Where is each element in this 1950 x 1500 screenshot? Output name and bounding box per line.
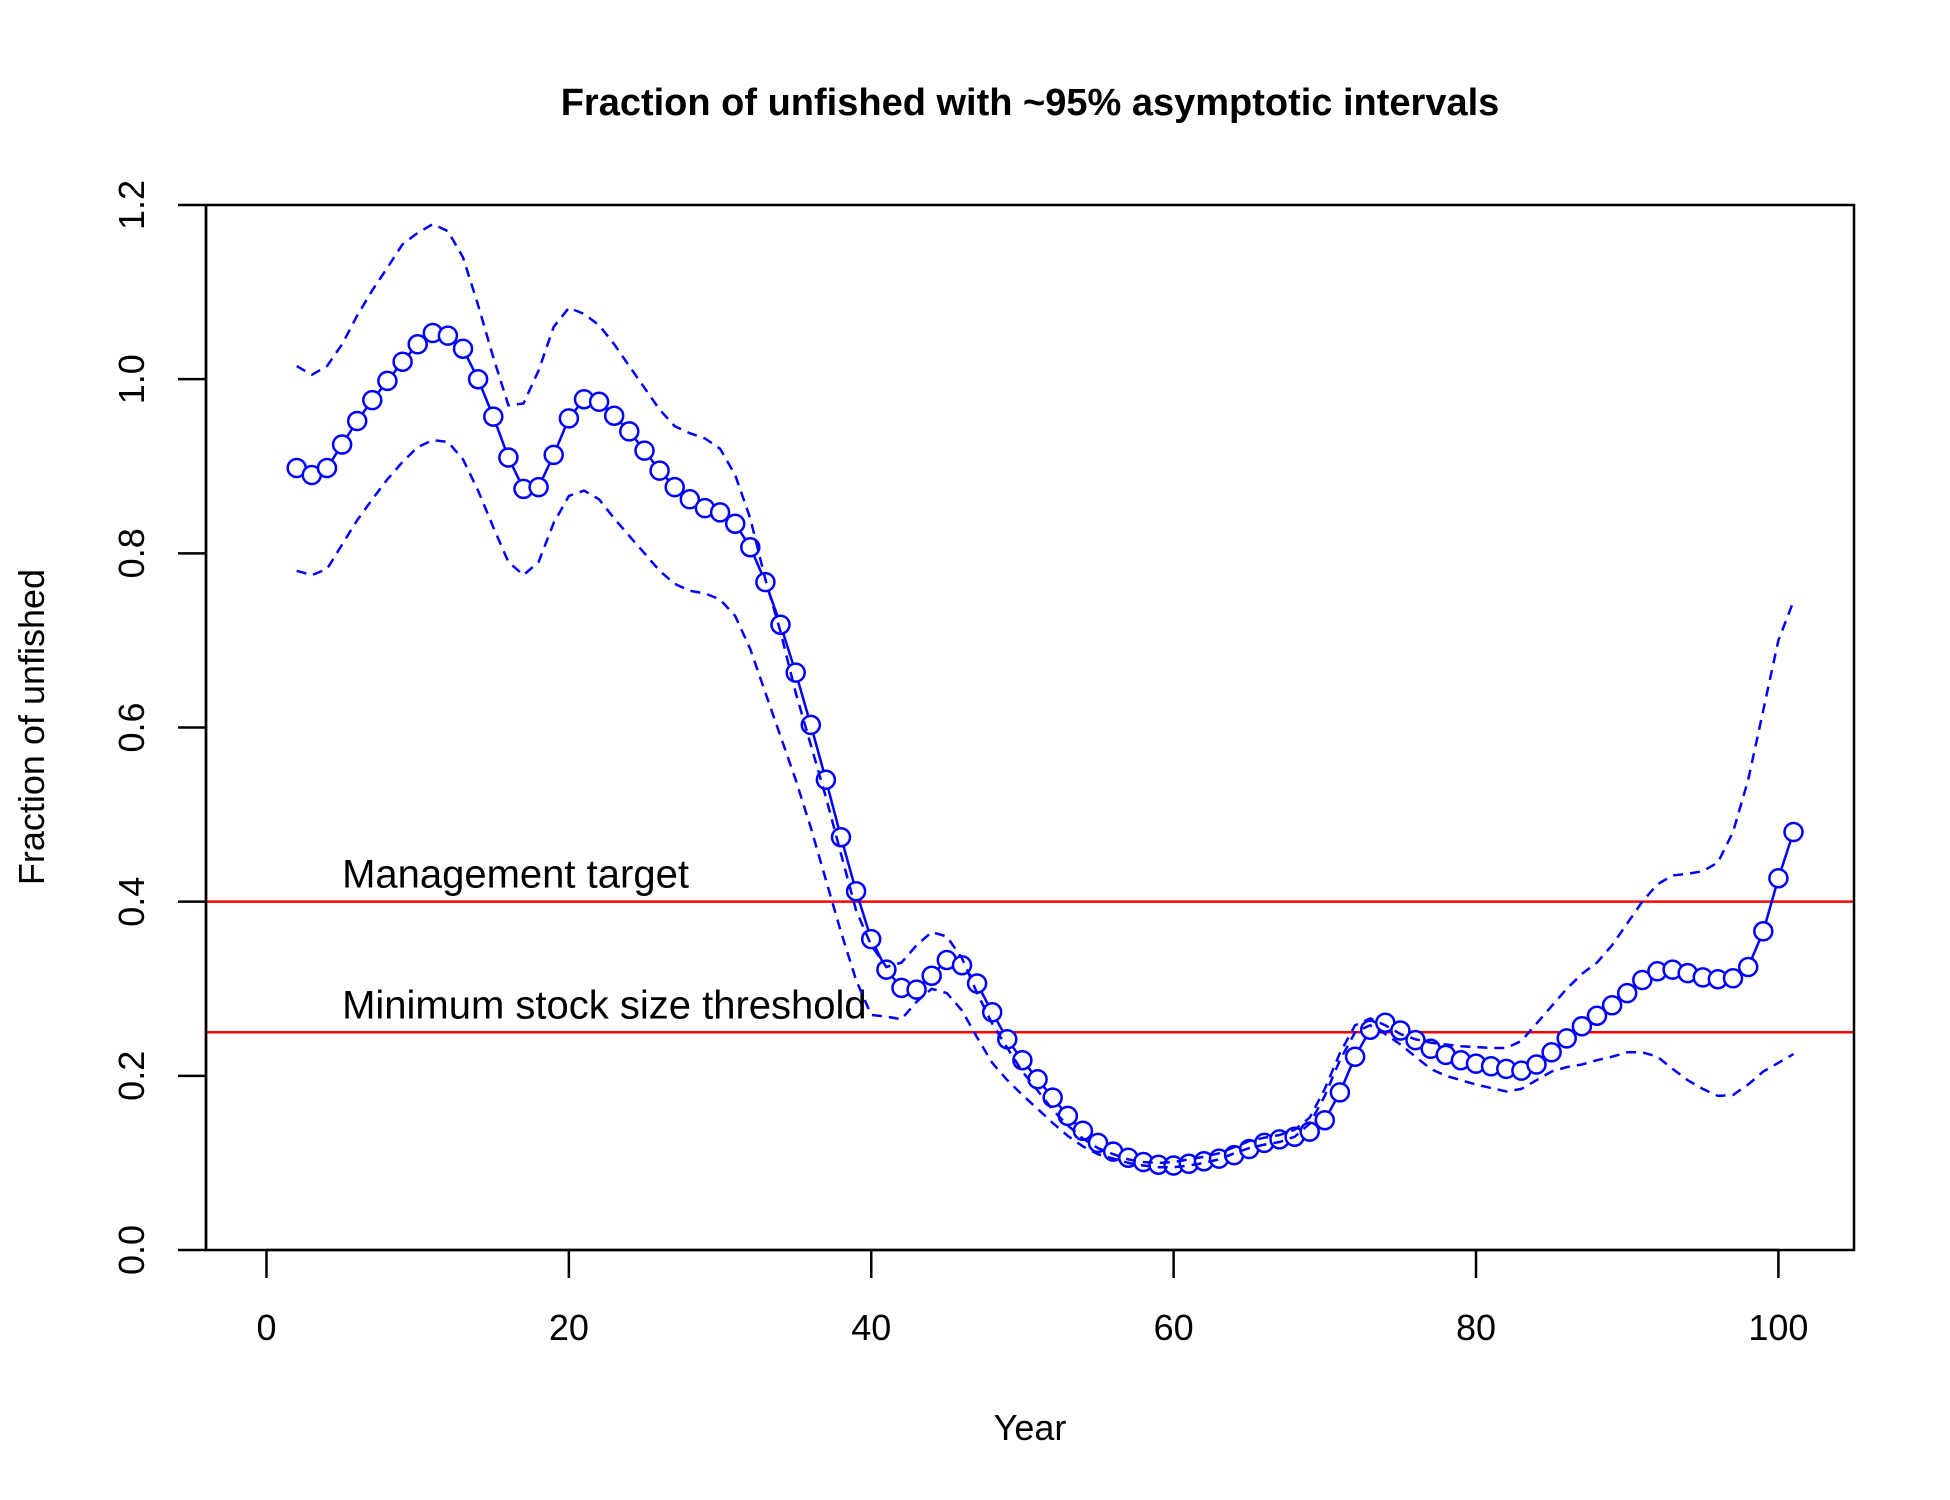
data-point — [377, 370, 398, 392]
data-point — [362, 389, 383, 411]
data-point — [860, 928, 882, 950]
x-tick-label: 40 — [851, 1307, 891, 1348]
data-point — [346, 410, 368, 432]
data-point — [1737, 956, 1759, 978]
data-point — [830, 826, 852, 848]
x-tick-label: 20 — [549, 1307, 589, 1348]
y-tick-label: 0.6 — [111, 702, 152, 752]
data-point — [1526, 1054, 1547, 1075]
plot-frame — [204, 203, 1856, 1252]
y-tick-label: 1.2 — [111, 180, 152, 230]
data-point — [1783, 821, 1804, 843]
data-point — [845, 880, 867, 902]
data-point — [1042, 1087, 1063, 1108]
x-tick-label: 80 — [1456, 1307, 1496, 1348]
y-axis: 0.0 0.2 0.4 0.6 0.8 1.0 1.2 — [111, 180, 208, 1275]
data-point — [1753, 921, 1774, 942]
data-point — [467, 368, 489, 390]
interval-line — [296, 438, 1795, 1169]
y-tick-label: 1.0 — [111, 354, 152, 404]
data-point — [437, 325, 459, 346]
y-tick-label: 0.8 — [111, 528, 152, 578]
data-point — [1314, 1109, 1336, 1131]
data-point — [921, 965, 942, 986]
data-point — [498, 447, 519, 468]
data-point — [664, 476, 685, 498]
data-point — [1571, 1015, 1593, 1037]
data-point — [1027, 1069, 1048, 1090]
data-point — [528, 476, 549, 498]
data-point — [906, 979, 927, 1000]
x-axis: 0 20 40 60 80 100 — [256, 1248, 1808, 1348]
y-tick-label: 0.4 — [111, 877, 152, 927]
data-point — [785, 662, 806, 683]
y-tick-label: 0.0 — [111, 1225, 152, 1275]
data-point — [407, 334, 428, 355]
data-point — [1087, 1132, 1109, 1154]
data-point — [619, 421, 640, 442]
data-point — [543, 444, 564, 466]
data-point — [981, 1002, 1003, 1023]
data-point — [392, 351, 413, 372]
interval-line — [296, 222, 1795, 1165]
reference-lines: Management target Minimum stock size thre… — [206, 853, 1854, 1034]
data-point — [1541, 1042, 1562, 1063]
x-tick-label: 100 — [1748, 1307, 1808, 1348]
data-point — [483, 406, 504, 427]
data-point — [740, 536, 761, 558]
reference-line-label: Minimum stock size threshold — [342, 983, 867, 1027]
data-point — [588, 391, 610, 413]
data-point — [1390, 1020, 1411, 1041]
data-point — [876, 959, 897, 980]
data-point — [815, 769, 837, 791]
data-point — [724, 513, 746, 534]
data-point — [709, 502, 731, 523]
data-point — [1768, 867, 1789, 889]
x-tick-label: 0 — [256, 1307, 276, 1348]
data-point — [634, 440, 655, 461]
data-point — [452, 338, 474, 359]
y-tick-label: 0.2 — [111, 1051, 152, 1101]
data-point — [1329, 1082, 1351, 1103]
data-point — [1344, 1046, 1366, 1067]
data-point — [1586, 1005, 1608, 1026]
data-point — [1057, 1105, 1079, 1127]
data-point — [1722, 968, 1744, 989]
y-axis-label: Fraction of unfished — [11, 569, 52, 885]
data-point — [331, 434, 353, 455]
data-point — [679, 489, 701, 510]
x-axis-label: Year — [994, 1407, 1067, 1448]
chart-title: Fraction of unfished with ~95% asymptoti… — [561, 82, 1500, 124]
data-point — [1601, 995, 1623, 1016]
data-point — [558, 408, 580, 429]
data-point — [1616, 982, 1638, 1004]
series-layer — [286, 222, 1804, 1176]
data-point — [1632, 969, 1653, 991]
x-tick-label: 60 — [1154, 1307, 1194, 1348]
data-point — [603, 405, 625, 426]
data-point — [1556, 1028, 1577, 1049]
reference-line-label: Management target — [342, 853, 689, 897]
data-point — [316, 457, 338, 479]
data-point — [770, 614, 791, 635]
data-point — [649, 460, 670, 481]
